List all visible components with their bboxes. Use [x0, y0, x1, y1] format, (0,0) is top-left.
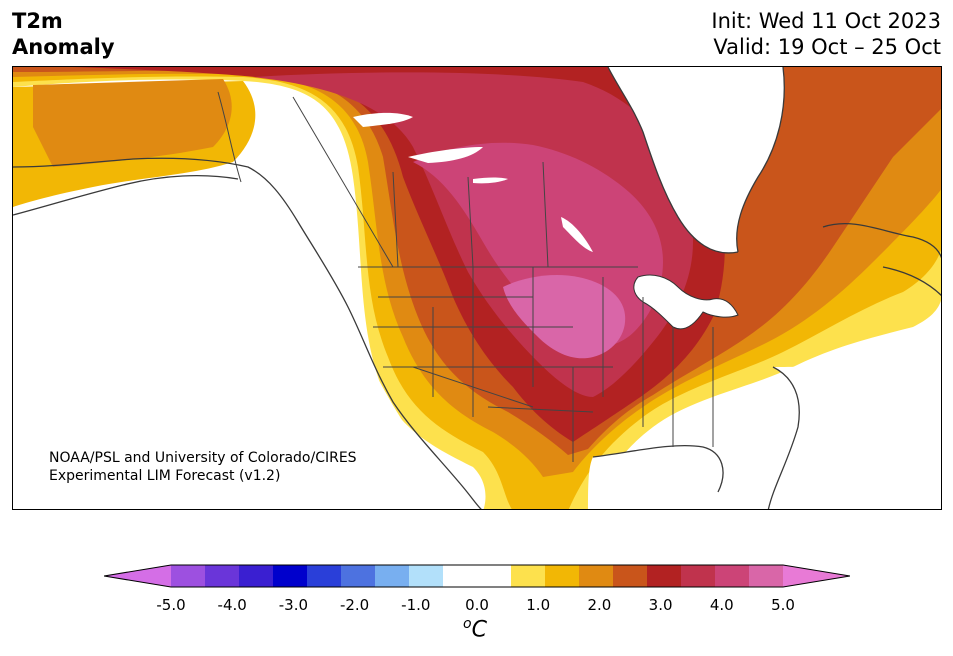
colorbar-segment — [749, 565, 784, 587]
lake-athabasca — [473, 177, 508, 184]
credit-line-1: NOAA/PSL and University of Colorado/CIRE… — [49, 450, 357, 466]
lake-great-bear — [408, 147, 483, 163]
colorbar — [104, 564, 850, 588]
title-line-1: T2m — [12, 9, 63, 33]
colorbar-segment — [511, 565, 546, 587]
colorbar-tick-label: 1.0 — [526, 596, 551, 614]
colorbar-segment — [273, 565, 308, 587]
gulf-of-mexico — [588, 445, 723, 509]
hudson-bay — [608, 67, 785, 253]
atlantic-ocean — [768, 337, 941, 509]
lake-winnipeg — [561, 217, 593, 252]
map-title: T2m Anomaly — [12, 8, 115, 60]
political-borders — [217, 91, 714, 462]
colorbar-tick-label: 2.0 — [587, 596, 612, 614]
pacific-ocean — [13, 171, 467, 509]
forecast-dates: Init: Wed 11 Oct 2023 Valid: 19 Oct – 25… — [711, 8, 941, 60]
colorbar-segment — [477, 565, 512, 587]
colorbar-segment — [205, 565, 240, 587]
colorbar-segment — [545, 565, 580, 587]
colorbar-tick-label: -2.0 — [339, 596, 370, 614]
colorbar-segment — [715, 565, 750, 587]
colorbar-tick-labels: -5.0 -4.0 -3.0 -2.0 -1.0 0.0 1.0 2.0 3.0 4.0 5.0 — [0, 596, 953, 616]
colorbar-tick-label: -4.0 — [217, 596, 247, 614]
colorbar-tick-label: -3.0 — [278, 596, 309, 614]
colorbar-tick-label: 4.0 — [709, 596, 734, 614]
credit-line-2: Experimental LIM Forecast (v1.2) — [49, 468, 281, 484]
colorbar-segment — [341, 565, 376, 587]
unit-superscript: o — [463, 616, 472, 632]
title-line-2: Anomaly — [12, 35, 115, 59]
colorbar-segment — [613, 565, 648, 587]
great-lakes — [633, 274, 739, 330]
unit-base: C — [471, 617, 487, 643]
colorbar-segment — [239, 565, 274, 587]
colorbar-tick-label: -1.0 — [401, 596, 431, 614]
colorbar-segment — [681, 565, 716, 587]
unit-label: oC — [463, 616, 487, 642]
colorbar-segment — [171, 565, 206, 587]
colorbar-tick-label: -5.0 — [156, 596, 186, 614]
colorbar-segment — [579, 565, 614, 587]
credit-text: NOAA/PSL and University of Colorado/CIRE… — [49, 449, 357, 485]
anomaly-map — [12, 66, 942, 510]
colorbar-extend-high — [783, 565, 850, 587]
colorbar-tick-label: 5.0 — [771, 596, 795, 614]
coastlines — [13, 67, 941, 509]
alaska-inner — [33, 79, 232, 167]
colorbar-segment — [375, 565, 410, 587]
init-date: Init: Wed 11 Oct 2023 — [711, 9, 941, 33]
colorbar-segment — [647, 565, 682, 587]
lake-great-slave — [353, 112, 413, 127]
map-svg — [13, 67, 941, 509]
colorbar-segment — [443, 565, 478, 587]
colorbar-tick-label: 0.0 — [465, 596, 489, 614]
colorbar-extend-low — [104, 565, 171, 587]
colorbar-segment — [409, 565, 444, 587]
colorbar-outline — [104, 564, 850, 588]
valid-date: Valid: 19 Oct – 25 Oct — [713, 35, 941, 59]
colorbar-tick-label: 3.0 — [648, 596, 673, 614]
anomaly-band-4-5 — [503, 275, 626, 359]
colorbar-segment — [307, 565, 342, 587]
